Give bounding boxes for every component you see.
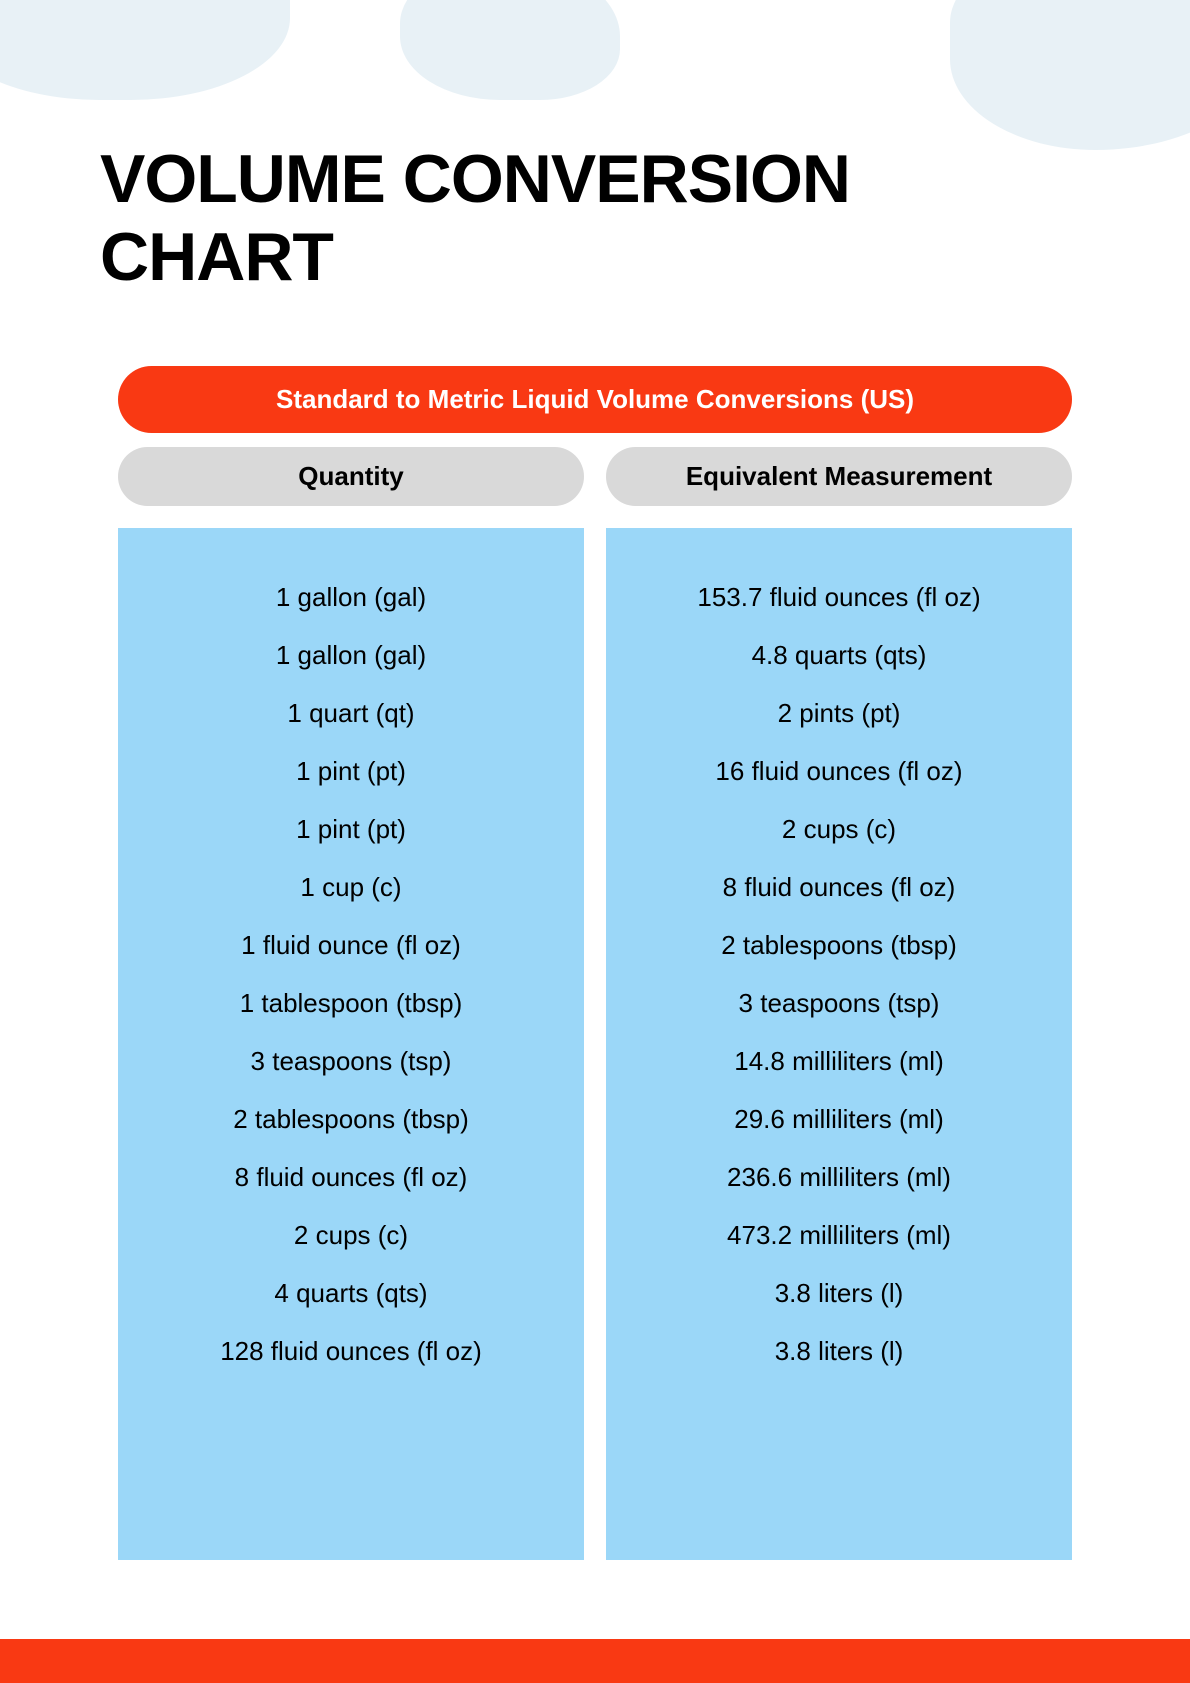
data-item: 128 fluid ounces (fl oz)	[148, 1322, 554, 1380]
data-item: 16 fluid ounces (fl oz)	[636, 742, 1042, 800]
headers-row: Quantity Equivalent Measurement	[118, 447, 1072, 506]
data-item: 14.8 milliliters (ml)	[636, 1032, 1042, 1090]
data-row: 1 gallon (gal)1 gallon (gal)1 quart (qt)…	[118, 528, 1072, 1560]
data-item: 236.6 milliliters (ml)	[636, 1148, 1042, 1206]
page-title: VOLUME CONVERSION CHART	[100, 140, 1090, 296]
header-quantity: Quantity	[118, 447, 584, 506]
equivalent-column: 153.7 fluid ounces (fl oz)4.8 quarts (qt…	[606, 528, 1072, 1560]
data-item: 3.8 liters (l)	[636, 1322, 1042, 1380]
data-item: 1 tablespoon (tbsp)	[148, 974, 554, 1032]
data-item: 3 teaspoons (tsp)	[636, 974, 1042, 1032]
content-container: VOLUME CONVERSION CHART Standard to Metr…	[0, 0, 1190, 1560]
data-item: 3 teaspoons (tsp)	[148, 1032, 554, 1090]
data-item: 4 quarts (qts)	[148, 1264, 554, 1322]
data-item: 2 pints (pt)	[636, 684, 1042, 742]
data-item: 8 fluid ounces (fl oz)	[636, 858, 1042, 916]
data-item: 1 pint (pt)	[148, 800, 554, 858]
data-item: 153.7 fluid ounces (fl oz)	[636, 568, 1042, 626]
data-item: 1 gallon (gal)	[148, 626, 554, 684]
footer-bar	[0, 1639, 1190, 1683]
data-item: 2 tablespoons (tbsp)	[148, 1090, 554, 1148]
data-item: 1 quart (qt)	[148, 684, 554, 742]
data-item: 3.8 liters (l)	[636, 1264, 1042, 1322]
data-item: 8 fluid ounces (fl oz)	[148, 1148, 554, 1206]
data-item: 1 fluid ounce (fl oz)	[148, 916, 554, 974]
subtitle-bar: Standard to Metric Liquid Volume Convers…	[118, 366, 1072, 433]
data-item: 29.6 milliliters (ml)	[636, 1090, 1042, 1148]
data-item: 473.2 milliliters (ml)	[636, 1206, 1042, 1264]
data-item: 2 tablespoons (tbsp)	[636, 916, 1042, 974]
data-item: 1 pint (pt)	[148, 742, 554, 800]
data-item: 4.8 quarts (qts)	[636, 626, 1042, 684]
data-item: 2 cups (c)	[148, 1206, 554, 1264]
data-item: 1 gallon (gal)	[148, 568, 554, 626]
data-item: 1 cup (c)	[148, 858, 554, 916]
quantity-column: 1 gallon (gal)1 gallon (gal)1 quart (qt)…	[118, 528, 584, 1560]
header-equivalent: Equivalent Measurement	[606, 447, 1072, 506]
data-item: 2 cups (c)	[636, 800, 1042, 858]
